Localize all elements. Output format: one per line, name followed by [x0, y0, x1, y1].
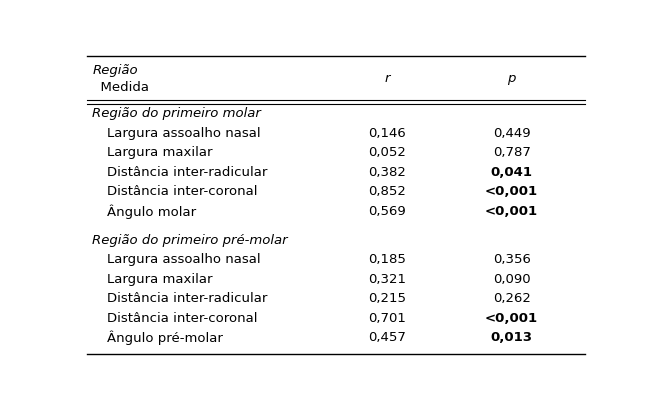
Text: r: r	[384, 72, 390, 85]
Text: Distância inter-coronal: Distância inter-coronal	[108, 312, 258, 325]
Text: 0,569: 0,569	[368, 205, 406, 218]
Text: 0,185: 0,185	[368, 253, 406, 266]
Text: Ângulo pré-molar: Ângulo pré-molar	[108, 330, 223, 345]
Text: 0,701: 0,701	[368, 312, 406, 325]
Text: 0,090: 0,090	[493, 273, 531, 286]
Text: Região do primeiro pré-molar: Região do primeiro pré-molar	[92, 234, 288, 247]
Text: 0,041: 0,041	[491, 166, 533, 179]
Text: 0,382: 0,382	[368, 166, 406, 179]
Text: Região do primeiro molar: Região do primeiro molar	[92, 107, 261, 120]
Text: Medida: Medida	[92, 81, 149, 93]
Text: 0,356: 0,356	[493, 253, 531, 266]
Text: <0,001: <0,001	[485, 205, 538, 218]
Text: <0,001: <0,001	[485, 312, 538, 325]
Text: Largura assoalho nasal: Largura assoalho nasal	[108, 127, 261, 139]
Text: Largura maxilar: Largura maxilar	[108, 146, 213, 159]
Text: 0,146: 0,146	[368, 127, 406, 139]
Text: p: p	[507, 72, 516, 85]
Text: 0,013: 0,013	[491, 331, 533, 345]
Text: <0,001: <0,001	[485, 185, 538, 198]
Text: Distância inter-radicular: Distância inter-radicular	[108, 292, 268, 305]
Text: 0,321: 0,321	[368, 273, 406, 286]
Text: 0,852: 0,852	[368, 185, 406, 198]
Text: Região: Região	[92, 64, 138, 77]
Text: 0,262: 0,262	[493, 292, 531, 305]
Text: 0,787: 0,787	[493, 146, 531, 159]
Text: Largura maxilar: Largura maxilar	[108, 273, 213, 286]
Text: 0,052: 0,052	[368, 146, 406, 159]
Text: Distância inter-coronal: Distância inter-coronal	[108, 185, 258, 198]
Text: 0,449: 0,449	[493, 127, 531, 139]
Text: Distância inter-radicular: Distância inter-radicular	[108, 166, 268, 179]
Text: Ângulo molar: Ângulo molar	[108, 204, 197, 218]
Text: 0,457: 0,457	[368, 331, 406, 345]
Text: 0,215: 0,215	[368, 292, 406, 305]
Text: Largura assoalho nasal: Largura assoalho nasal	[108, 253, 261, 266]
